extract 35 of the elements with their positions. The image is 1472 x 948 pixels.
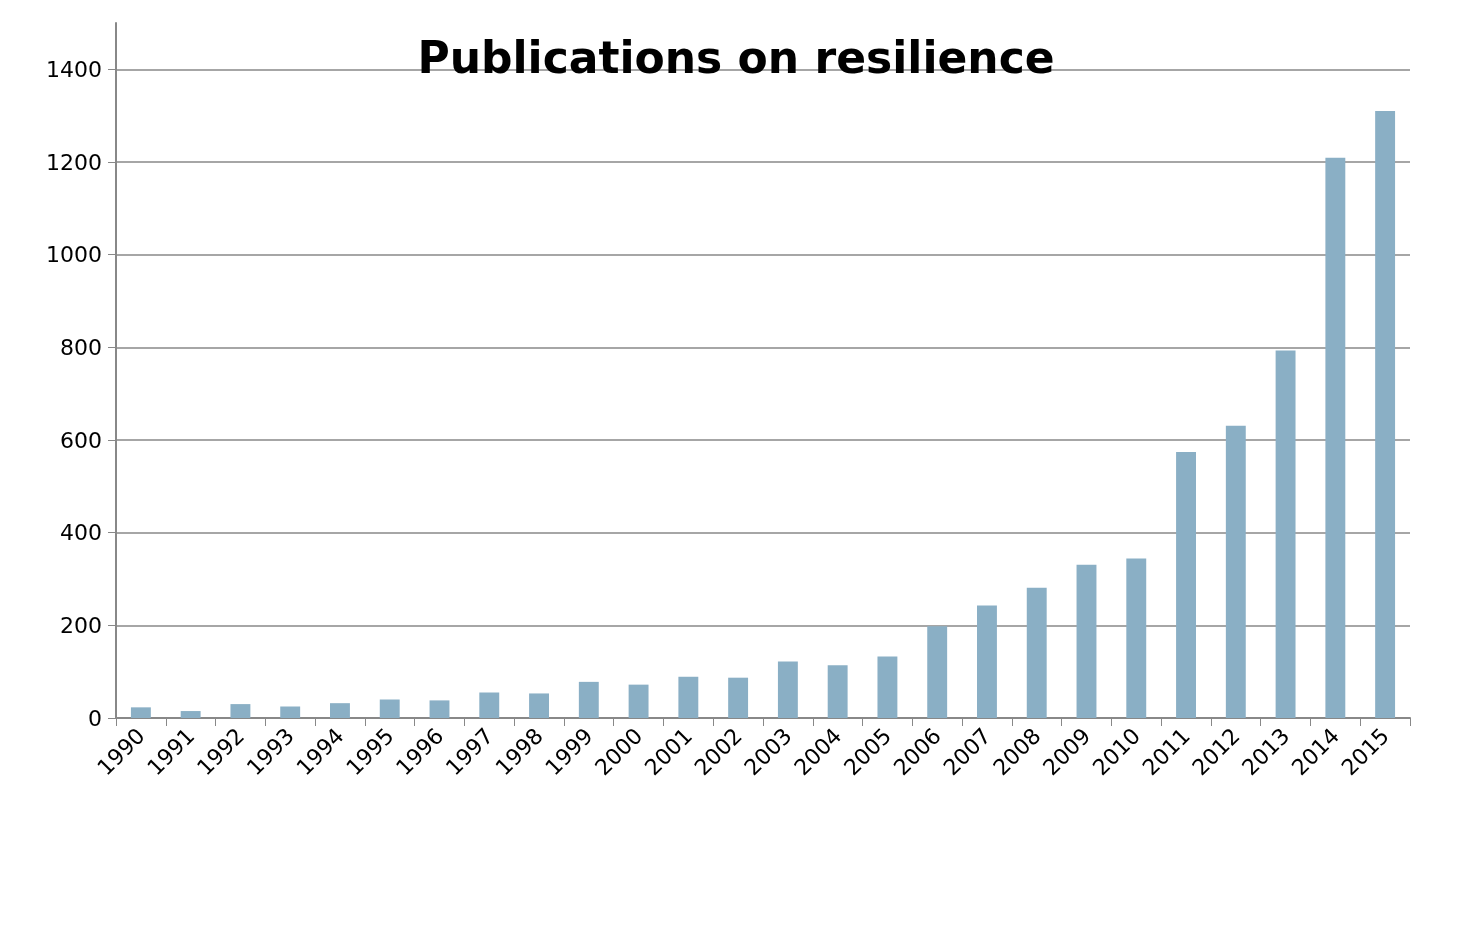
y-tick-label: 1200 xyxy=(46,149,102,175)
bar xyxy=(977,605,997,718)
y-tick-label: 1000 xyxy=(46,242,102,268)
bar xyxy=(678,676,699,718)
y-tick-label: 0 xyxy=(88,705,102,731)
bar xyxy=(1076,564,1097,718)
bar xyxy=(1375,111,1396,718)
bar xyxy=(1225,425,1246,718)
y-tick-label: 600 xyxy=(60,427,102,453)
bar xyxy=(330,703,350,718)
bar xyxy=(578,681,599,718)
bar xyxy=(1126,558,1147,718)
y-tick-label: 400 xyxy=(60,520,102,546)
bar xyxy=(1026,587,1047,718)
bar xyxy=(927,626,948,718)
bar xyxy=(379,699,400,718)
bar xyxy=(877,656,898,718)
bar xyxy=(529,693,549,718)
bar xyxy=(1275,350,1296,718)
bar xyxy=(728,677,749,718)
y-tick-label: 800 xyxy=(60,334,102,360)
bar xyxy=(827,665,848,718)
y-tick-label: 200 xyxy=(60,612,102,638)
bar xyxy=(429,700,450,718)
bar xyxy=(777,661,798,718)
bar xyxy=(230,704,251,718)
bar xyxy=(280,706,301,718)
bar xyxy=(130,707,151,718)
chart-title: Publications on resilience xyxy=(417,31,1055,83)
bar xyxy=(628,684,649,718)
bar xyxy=(479,692,500,718)
bar xyxy=(180,711,201,718)
bar xyxy=(1176,452,1196,718)
bar xyxy=(1325,157,1346,718)
y-tick-label: 1400 xyxy=(46,56,102,82)
